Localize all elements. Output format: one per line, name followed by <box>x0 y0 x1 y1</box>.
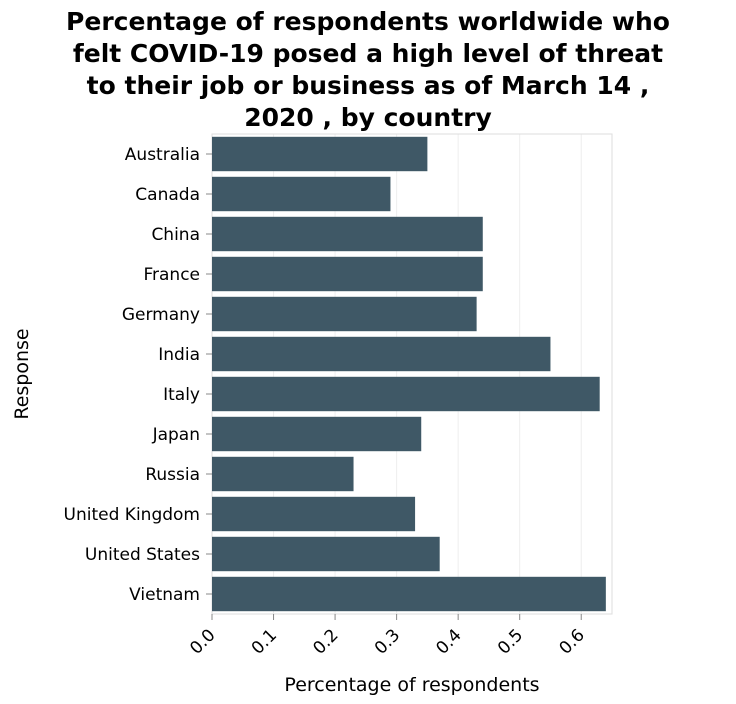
chart-title-line: Percentage of respondents worldwide who <box>66 7 670 36</box>
chart-title-line: felt COVID-19 posed a high level of thre… <box>73 39 663 68</box>
y-tick-label: China <box>151 225 200 245</box>
y-tick-label: Vietnam <box>129 585 200 605</box>
y-tick-label: United States <box>85 545 200 565</box>
bar-united-states <box>212 536 440 572</box>
bars <box>212 136 606 612</box>
bar-india <box>212 336 551 372</box>
bar-france <box>212 256 483 292</box>
bar-australia <box>212 136 428 172</box>
x-tick-label: 0.2 <box>309 625 342 658</box>
y-tick-label: France <box>143 265 200 285</box>
bar-china <box>212 216 483 252</box>
plot-frame <box>211 133 613 615</box>
chart-title-line: to their job or business as of March 14 … <box>87 71 650 100</box>
y-tick-label: Japan <box>152 425 200 445</box>
y-axis: Australia Canada China France Germany India It… <box>64 145 212 605</box>
x-tick-label: 0.6 <box>555 625 588 658</box>
x-tick-label: 0.1 <box>248 625 281 658</box>
bar-germany <box>212 296 477 332</box>
x-tick-label: 0.3 <box>371 625 404 658</box>
x-tick-label: 0.0 <box>186 625 219 658</box>
y-tick-label: Australia <box>125 145 200 165</box>
bar-united-kingdom <box>212 496 416 532</box>
x-axis-title: Percentage of respondents <box>284 674 539 696</box>
y-tick-label: Canada <box>135 185 200 205</box>
y-tick-label: Russia <box>145 465 200 485</box>
y-axis-title: Response <box>11 328 33 419</box>
x-axis: 0.0 0.1 0.2 0.3 0.4 0.5 0.6 <box>186 614 589 659</box>
chart-title-line: 2020 , by country <box>244 103 492 132</box>
gridlines <box>211 134 582 614</box>
bar-vietnam <box>212 576 606 612</box>
bar-italy <box>212 376 600 412</box>
y-tick-label: Germany <box>122 305 200 325</box>
bar-russia <box>212 456 354 492</box>
y-tick-label: India <box>158 345 200 365</box>
x-tick-label: 0.5 <box>494 625 527 658</box>
bar-canada <box>212 176 391 212</box>
x-tick-label: 0.4 <box>432 625 465 658</box>
y-tick-label: United Kingdom <box>64 505 200 525</box>
chart-title: Percentage of respondents worldwide who f… <box>66 7 670 132</box>
bar-japan <box>212 416 422 452</box>
y-tick-label: Italy <box>163 385 200 405</box>
